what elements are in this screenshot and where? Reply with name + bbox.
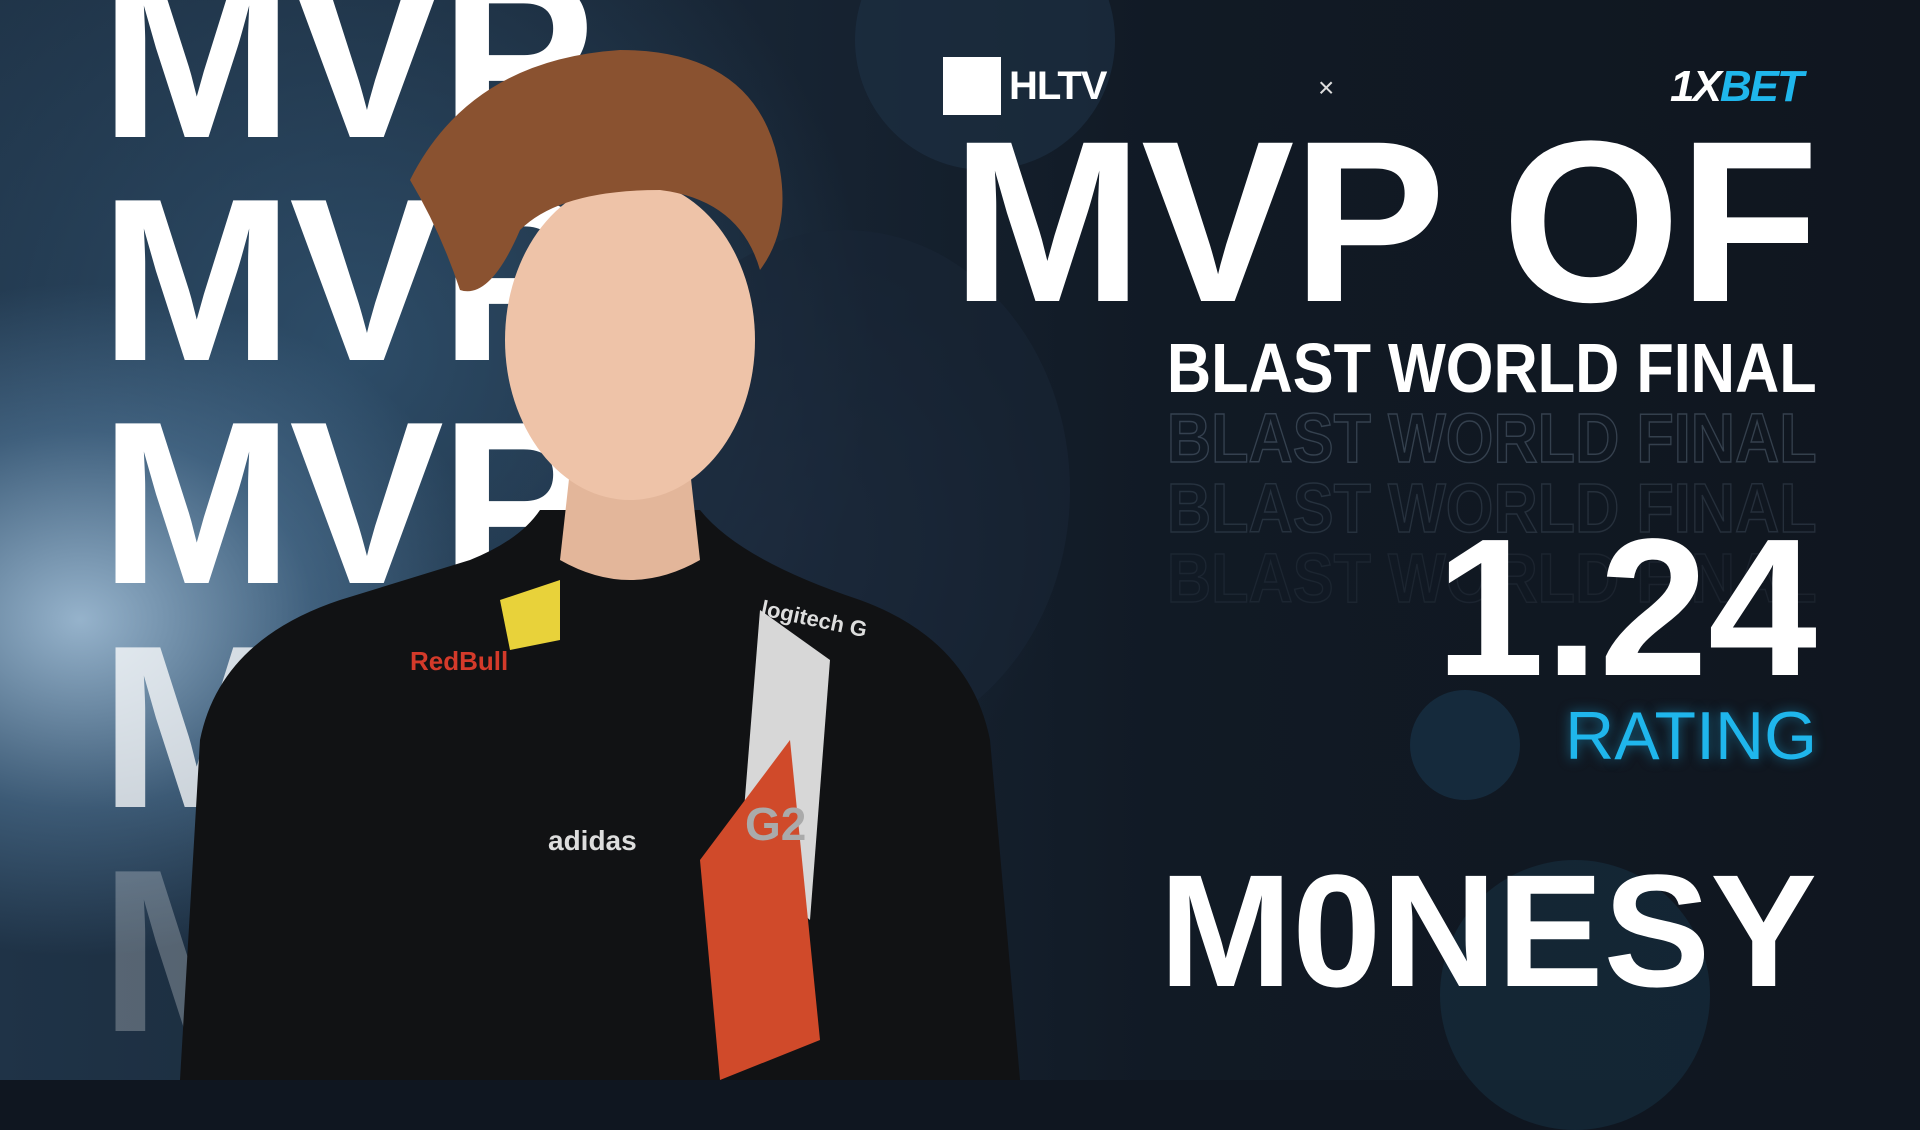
decor-circle (1410, 690, 1520, 800)
g2-logo: G2 (745, 798, 806, 850)
event-name: BLAST WORLD FINAL (1167, 329, 1817, 407)
hltv-gauge-icon (943, 57, 1001, 115)
player-photo: RedBull logitech G adidas G2 (180, 50, 1020, 1080)
1xbet-logo: 1XBET (1670, 62, 1804, 112)
1xbet-logo-part: 1X (1670, 62, 1722, 111)
redbull-logo: RedBull (410, 646, 508, 676)
event-name-echo: BLAST WORLD FINAL (1167, 399, 1818, 477)
event-name-echo: BLAST WORLD FINAL (1167, 539, 1818, 617)
title: MVP OF (951, 93, 1819, 350)
adidas-logo: adidas (548, 825, 637, 856)
rating-value: 1.24 (1435, 498, 1817, 717)
hltv-wordmark: HLTV (1009, 63, 1107, 108)
rating-label: RATING (1565, 698, 1817, 774)
player-name: M0NESY (1159, 841, 1817, 1020)
1xbet-logo-part: BET (1719, 62, 1804, 111)
separator-x-icon: × (1318, 72, 1335, 103)
hltv-logo: HLTV (943, 57, 1107, 115)
event-name-echo: BLAST WORLD FINAL (1167, 469, 1818, 547)
